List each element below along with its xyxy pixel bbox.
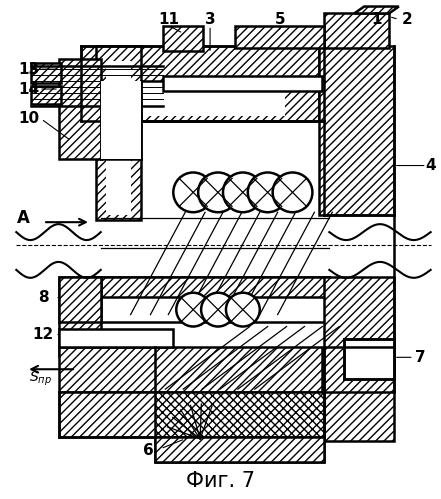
Bar [96,277,329,321]
Text: Фиг. 7: Фиг. 7 [186,471,254,491]
Text: 14: 14 [19,81,40,96]
Circle shape [223,173,263,212]
Bar [106,61,131,215]
Circle shape [201,293,235,326]
Text: 8: 8 [38,290,49,305]
Text: 2: 2 [401,12,412,27]
Text: $S_{пр}$: $S_{пр}$ [29,369,52,388]
Bar [163,26,203,51]
Bar [344,339,394,379]
Bar [59,347,322,392]
Bar [155,392,324,462]
Circle shape [198,173,238,212]
Text: 12: 12 [33,327,54,342]
Bar [81,46,319,121]
Circle shape [226,293,260,326]
Text: 13: 13 [19,62,40,77]
Text: 1: 1 [372,12,382,27]
Text: 11: 11 [158,12,179,27]
Text: 7: 7 [415,350,426,365]
Bar [59,59,101,159]
Bar [163,76,322,91]
Bar [31,63,61,83]
Bar [101,81,141,159]
Text: 5: 5 [274,12,285,27]
Text: 6: 6 [143,443,154,458]
Bar [235,26,324,48]
Text: 3: 3 [205,12,215,27]
Bar [319,46,394,215]
Bar [59,329,173,347]
Bar [96,46,141,220]
Bar [31,86,61,104]
Bar [324,13,389,48]
Bar [96,277,329,297]
Circle shape [248,173,288,212]
Bar [59,329,173,347]
Bar [324,277,394,441]
Circle shape [173,173,213,212]
Text: 10: 10 [19,111,40,126]
Bar [59,277,101,321]
Circle shape [176,293,210,326]
Text: А: А [17,209,30,227]
Bar [106,81,284,116]
Bar [155,392,324,462]
Text: 4: 4 [426,158,436,173]
Bar [59,392,158,437]
Polygon shape [354,6,399,13]
Circle shape [273,173,312,212]
Bar [155,437,324,462]
Bar [59,277,101,356]
